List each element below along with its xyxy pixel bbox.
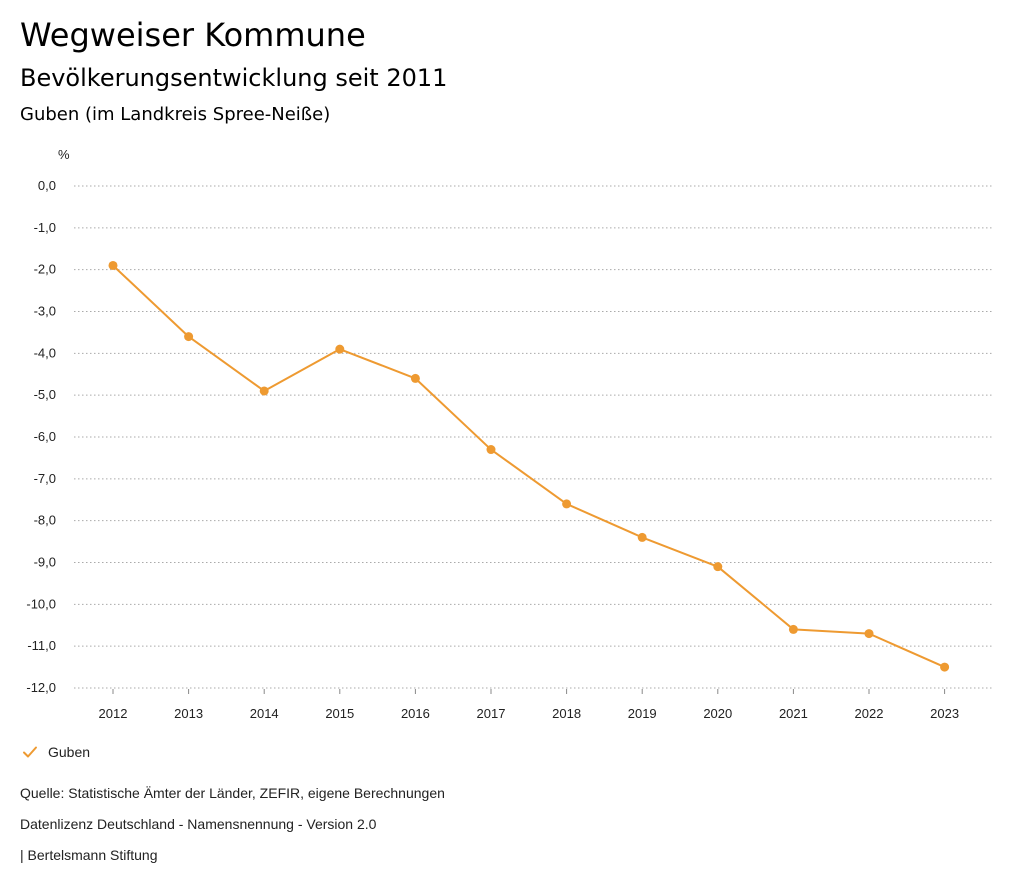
legend-label: Guben (48, 744, 91, 760)
source-note: Quelle: Statistische Ämter der Länder, Z… (20, 785, 445, 801)
check-icon (23, 746, 37, 758)
x-tick-label: 2019 (628, 706, 657, 721)
x-tick-label: 2020 (703, 706, 732, 721)
y-tick-label: -8,0 (34, 513, 56, 528)
y-tick-label: -7,0 (34, 471, 56, 486)
data-point (410, 373, 420, 383)
line-chart: % 0,0 -1,0 -2,0 -3,0 -4,0 -5,0 -6,0 -7,0 -8,0 -9,0… (26, 147, 993, 721)
data-point (788, 624, 798, 634)
y-tick-label: -4,0 (34, 345, 56, 360)
x-tick-label: 2022 (855, 706, 884, 721)
x-tick-label: 2021 (779, 706, 808, 721)
data-point (335, 344, 345, 354)
x-tick-label: 2012 (99, 706, 128, 721)
x-axis-ticks: 2012 2013 2014 2015 2016 2017 2018 2019 2020 2021… (99, 689, 959, 721)
y-axis-ticks: % 0,0 -1,0 -2,0 -3,0 -4,0 -5,0 -6,0 -7,0 -8,0 -9,0… (26, 147, 70, 695)
chart-subtitle: Bevölkerungsentwicklung seit 2011 (20, 64, 448, 92)
series-line-guben (112, 264, 946, 668)
x-tick-label: 2016 (401, 706, 430, 721)
y-tick-label: -9,0 (34, 555, 56, 570)
data-point (108, 260, 118, 270)
page-title: Wegweiser Kommune (20, 16, 366, 54)
y-tick-label: -12,0 (26, 680, 56, 695)
region-label: Guben (im Landkreis Spree-Neiße) (20, 104, 331, 125)
publisher-note: | Bertelsmann Stiftung (20, 847, 158, 863)
y-tick-label: -1,0 (34, 220, 56, 235)
data-point (637, 532, 647, 542)
data-point (713, 562, 723, 572)
data-point (940, 662, 950, 672)
y-tick-label: -10,0 (26, 596, 56, 611)
x-tick-label: 2017 (477, 706, 506, 721)
x-tick-label: 2018 (552, 706, 581, 721)
y-axis-unit: % (58, 147, 70, 162)
data-point (184, 332, 194, 342)
y-tick-label: -6,0 (34, 429, 56, 444)
y-tick-label: -11,0 (27, 638, 56, 653)
x-tick-label: 2023 (930, 706, 959, 721)
x-tick-label: 2014 (250, 706, 279, 721)
series-layer (108, 260, 950, 672)
data-point (486, 445, 496, 455)
grid-layer (74, 185, 993, 689)
data-point (562, 499, 572, 509)
y-tick-label: -5,0 (34, 387, 56, 402)
x-tick-label: 2015 (325, 706, 354, 721)
y-tick-label: 0,0 (38, 178, 56, 193)
data-point (864, 629, 874, 639)
x-tick-label: 2013 (174, 706, 203, 721)
y-tick-label: -2,0 (34, 262, 56, 277)
legend-item-guben[interactable]: Guben (22, 744, 90, 760)
data-point (259, 386, 269, 396)
y-tick-label: -3,0 (34, 304, 56, 319)
license-note: Datenlizenz Deutschland - Namensnennung … (20, 816, 377, 832)
